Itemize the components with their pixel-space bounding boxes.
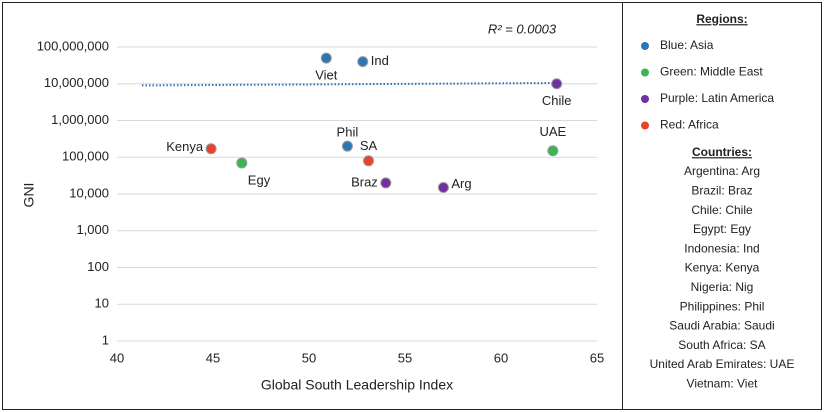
y-axis-title: GNI <box>21 183 37 208</box>
countries-title: Countries: <box>692 145 752 159</box>
legend-label: Purple: Latin America <box>660 91 774 105</box>
country-entry: Nigeria: Nig <box>691 280 754 294</box>
y-tick-label: 10,000 <box>69 185 109 200</box>
country-entry: Brazil: Braz <box>691 183 752 197</box>
x-tick-label: 55 <box>398 350 412 365</box>
point-label: UAE <box>539 124 566 139</box>
point <box>547 145 559 157</box>
point <box>437 182 449 194</box>
y-tick-label: 1,000 <box>76 222 109 237</box>
point <box>380 177 392 189</box>
chart-frame <box>2 2 623 410</box>
point-label: Chile <box>542 93 572 108</box>
country-entry: Vietnam: Viet <box>687 376 759 390</box>
point <box>236 157 248 169</box>
y-tick-label: 100,000 <box>62 149 109 164</box>
point <box>363 155 375 167</box>
x-tick-label: 60 <box>494 350 508 365</box>
trendline <box>141 81 559 87</box>
legend-marker <box>641 121 649 130</box>
country-entry: Philippines: Phil <box>680 299 765 313</box>
point <box>551 78 563 90</box>
y-tick-label: 1 <box>102 332 109 347</box>
legend-frame <box>622 2 822 410</box>
country-entry: Argentina: Arg <box>684 164 760 178</box>
y-tick-label: 100,000,000 <box>37 38 109 53</box>
x-axis-title: Global South Leadership Index <box>261 377 453 393</box>
x-tick-label: 50 <box>302 350 316 365</box>
country-entry: United Arab Emirates: UAE <box>650 357 795 371</box>
country-entry: Saudi Arabia: Saudi <box>669 319 774 333</box>
country-entry: Chile: Chile <box>691 203 753 217</box>
point-label: Egy <box>248 172 271 187</box>
country-entry: Kenya: Kenya <box>685 261 760 275</box>
country-entry: Indonesia: Ind <box>684 241 759 255</box>
point <box>357 56 369 68</box>
legend-marker <box>641 68 649 77</box>
point <box>205 143 217 155</box>
legend-label: Green: Middle East <box>660 65 763 79</box>
legend-marker <box>641 95 649 103</box>
y-tick-label: 1,000,000 <box>51 112 109 127</box>
point-label: Ind <box>371 53 389 68</box>
x-tick-label: 65 <box>590 350 604 365</box>
point <box>341 140 353 152</box>
x-tick-label: 40 <box>110 350 124 365</box>
point-label: Braz <box>351 174 378 189</box>
r-squared: R² = 0.0003 <box>488 21 557 36</box>
legend-label: Blue: Asia <box>660 38 714 52</box>
country-entry: Egypt: Egy <box>693 222 751 236</box>
point-label: SA <box>360 138 378 153</box>
y-tick-label: 100 <box>87 259 109 274</box>
legend-title: Regions: <box>696 12 747 26</box>
y-tick-label: 10,000,000 <box>44 75 109 90</box>
legend-marker <box>641 42 649 50</box>
point-label: Viet <box>315 68 338 83</box>
point-label: Kenya <box>166 139 204 154</box>
country-entry: South Africa: SA <box>678 338 765 352</box>
y-tick-label: 10 <box>95 296 109 311</box>
point-label: Phil <box>337 125 359 140</box>
point <box>320 52 332 64</box>
legend-label: Red: Africa <box>660 118 719 132</box>
x-tick-label: 45 <box>206 350 220 365</box>
point-label: Arg <box>451 176 471 191</box>
